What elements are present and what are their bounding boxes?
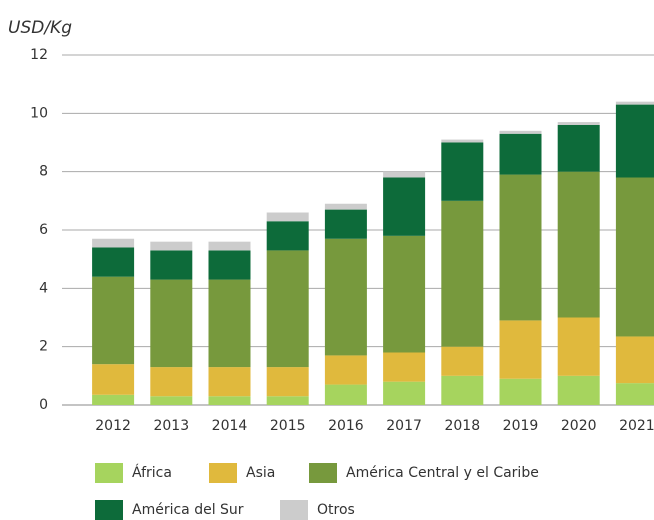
bar-segment xyxy=(383,352,426,382)
bar-segment xyxy=(92,394,135,405)
bar-segment xyxy=(441,142,484,201)
y-tick-label: 2 xyxy=(39,339,48,355)
legend-label: América del Sur xyxy=(132,502,244,518)
legend-swatch xyxy=(209,463,237,483)
bar-segment xyxy=(150,279,193,368)
bar-segment xyxy=(208,279,251,368)
bar-segment xyxy=(383,381,426,405)
bar-segment xyxy=(324,238,367,356)
bar-segment xyxy=(208,241,251,251)
bar-segment xyxy=(266,396,309,405)
legend-swatch xyxy=(309,463,337,483)
bar-segment xyxy=(615,104,654,178)
x-tick-label: 2016 xyxy=(328,418,364,434)
y-tick-label: 12 xyxy=(30,47,48,63)
y-tick-label: 0 xyxy=(39,397,48,413)
bar-segment xyxy=(208,250,251,280)
legend-label: África xyxy=(132,464,172,481)
x-tick-label: 2013 xyxy=(153,418,189,434)
x-tick-label: 2015 xyxy=(270,418,306,434)
legend-swatch xyxy=(95,500,123,520)
bar-segment xyxy=(266,212,309,222)
legend-swatch xyxy=(280,500,308,520)
legend-label: América Central y el Caribe xyxy=(346,465,539,481)
x-tick-label: 2019 xyxy=(503,418,539,434)
bar-segment xyxy=(150,396,193,405)
bar-segment xyxy=(208,367,251,397)
bar-segment xyxy=(266,367,309,397)
bar-segment xyxy=(383,171,426,178)
bar-segment xyxy=(441,375,484,405)
bar-segment xyxy=(92,276,135,365)
bar-segment xyxy=(324,355,367,385)
bar-segment xyxy=(441,139,484,143)
bar-segment xyxy=(92,364,135,395)
y-tick-label: 6 xyxy=(39,222,48,238)
x-tick-label: 2021 xyxy=(619,418,654,434)
x-tick-label: 2020 xyxy=(561,418,597,434)
x-tick-label: 2018 xyxy=(444,418,480,434)
bar-segment xyxy=(150,241,193,251)
bar-segment xyxy=(499,133,542,175)
bar-segment xyxy=(208,396,251,405)
bar-segment xyxy=(441,200,484,347)
bar-segment xyxy=(615,177,654,337)
bar-segment xyxy=(557,171,600,318)
bar-segment xyxy=(92,247,135,277)
bar-segment xyxy=(499,378,542,405)
bar-segment xyxy=(150,250,193,280)
bar-segment xyxy=(383,177,426,236)
bar-segment xyxy=(557,125,600,172)
x-tick-label: 2017 xyxy=(386,418,422,434)
y-tick-label: 10 xyxy=(30,105,48,121)
bar-segment xyxy=(499,174,542,321)
bar-segment xyxy=(324,209,367,239)
bar-segment xyxy=(324,203,367,210)
legend-label: Otros xyxy=(317,502,355,518)
bar-segment xyxy=(499,130,542,134)
bar-segment xyxy=(266,221,309,251)
bar-segment xyxy=(266,250,309,368)
bar-segment xyxy=(92,238,135,248)
bar-segment xyxy=(557,122,600,125)
x-tick-label: 2012 xyxy=(95,418,131,434)
x-tick-label: 2014 xyxy=(212,418,248,434)
bar-segment xyxy=(615,383,654,405)
bar-segment xyxy=(615,336,654,384)
bar-segment xyxy=(150,367,193,397)
bar-segment xyxy=(383,235,426,353)
y-tick-label: 4 xyxy=(39,280,48,296)
bar-segment xyxy=(615,101,654,105)
y-tick-label: 8 xyxy=(39,164,48,180)
bar-segment xyxy=(324,384,367,405)
bar-segment xyxy=(499,320,542,379)
bar-segment xyxy=(557,375,600,405)
bar-segment xyxy=(557,317,600,376)
legend-label: Asia xyxy=(246,465,275,481)
legend-swatch xyxy=(95,463,123,483)
bar-segment xyxy=(441,346,484,376)
chart-title: USD/Kg xyxy=(8,18,72,38)
